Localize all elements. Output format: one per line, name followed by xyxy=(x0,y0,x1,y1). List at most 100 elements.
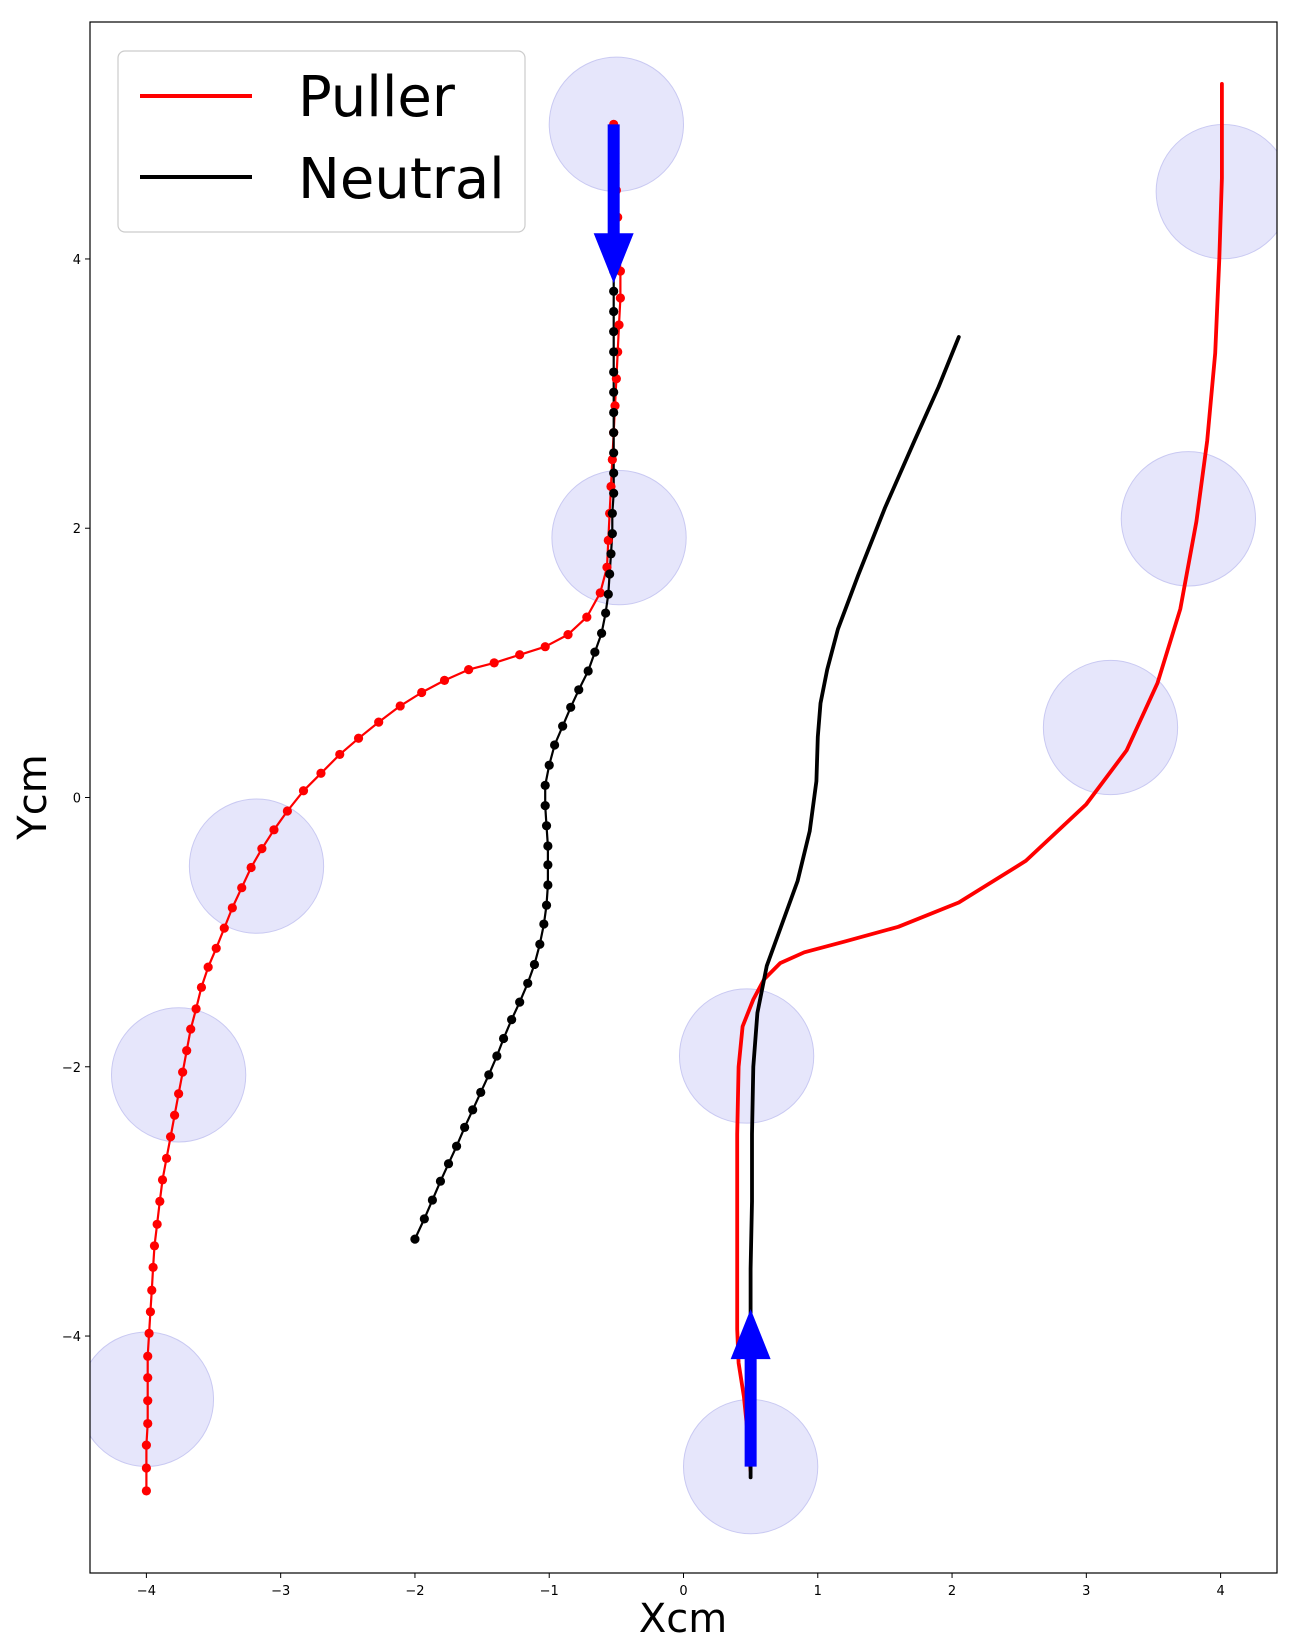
data-point xyxy=(161,1153,172,1163)
data-point xyxy=(427,1195,438,1205)
data-point xyxy=(543,880,553,890)
data-point xyxy=(143,1351,153,1361)
data-point xyxy=(609,347,619,357)
data-point xyxy=(492,1051,502,1061)
y-tick-label: −4 xyxy=(62,1330,81,1345)
data-point xyxy=(169,1110,180,1120)
data-point xyxy=(535,939,545,949)
data-point xyxy=(549,740,560,750)
data-point xyxy=(540,642,550,652)
data-point xyxy=(144,1328,154,1338)
trajectory-lines xyxy=(145,82,1224,1493)
x-tick-label: 4 xyxy=(1216,1584,1224,1599)
data-point xyxy=(540,800,550,811)
data-point xyxy=(596,628,607,638)
data-point xyxy=(489,658,499,668)
data-point xyxy=(246,862,256,873)
data-point xyxy=(609,327,619,337)
series-line xyxy=(748,335,961,1480)
data-point xyxy=(498,1033,509,1044)
x-axis-ticks: −4 −3 −2 −1 0 1 2 3 4 xyxy=(137,1573,1225,1599)
data-point xyxy=(410,1234,420,1244)
obstacle-circles xyxy=(90,56,1277,1535)
x-tick-label: −4 xyxy=(137,1584,156,1599)
data-point xyxy=(603,535,613,545)
data-point xyxy=(574,685,584,695)
data-point xyxy=(609,367,619,377)
data-point xyxy=(543,860,553,870)
data-point xyxy=(451,1141,462,1151)
data-point xyxy=(269,825,279,835)
y-tick-label: 2 xyxy=(73,522,81,537)
data-point xyxy=(395,701,405,711)
data-point xyxy=(157,1175,168,1185)
x-tick-label: 1 xyxy=(814,1584,822,1599)
data-point xyxy=(543,841,553,851)
data-point xyxy=(419,1214,429,1224)
obstacle-circle xyxy=(1120,451,1257,587)
data-point xyxy=(605,569,615,579)
data-point xyxy=(227,903,237,913)
y-tick-label: 4 xyxy=(73,253,81,268)
data-point xyxy=(141,1486,151,1496)
data-point xyxy=(460,1122,470,1132)
data-point xyxy=(468,1105,478,1115)
data-point xyxy=(186,1024,196,1034)
data-point xyxy=(298,786,309,796)
data-point xyxy=(484,1070,494,1080)
data-point xyxy=(237,883,247,893)
data-point xyxy=(211,943,221,953)
data-point xyxy=(609,407,619,418)
data-point xyxy=(609,306,619,317)
data-point xyxy=(443,1159,454,1169)
obstacle-circle xyxy=(551,470,687,606)
data-point xyxy=(609,468,619,478)
data-point xyxy=(155,1196,165,1207)
data-point xyxy=(558,721,568,731)
x-tick-label: −2 xyxy=(405,1584,424,1599)
data-point xyxy=(145,1307,156,1317)
data-point xyxy=(282,806,292,816)
obstacle-circle xyxy=(678,988,815,1124)
data-point xyxy=(541,821,552,831)
direction-arrow xyxy=(730,1309,771,1467)
data-point xyxy=(615,293,625,303)
obstacle-circle xyxy=(110,1007,247,1143)
series-line xyxy=(735,82,1224,1473)
data-point xyxy=(149,1241,160,1251)
data-point xyxy=(607,508,617,519)
legend-label-neutral: Neutral xyxy=(298,147,505,212)
data-point xyxy=(523,978,533,988)
data-point xyxy=(191,1004,201,1014)
data-point xyxy=(582,612,592,622)
data-point xyxy=(566,702,576,712)
data-point xyxy=(148,1262,158,1272)
data-point xyxy=(529,959,540,970)
data-point xyxy=(174,1089,184,1099)
data-point xyxy=(178,1067,188,1077)
data-point xyxy=(609,428,619,438)
data-point xyxy=(196,982,207,992)
x-axis-label: Xcm xyxy=(639,1596,727,1642)
legend-label-puller: Puller xyxy=(298,65,456,130)
data-point xyxy=(464,664,474,675)
x-tick-label: 3 xyxy=(1082,1584,1090,1599)
data-point xyxy=(583,666,593,676)
data-point xyxy=(601,608,611,618)
data-point xyxy=(590,647,600,657)
y-axis-ticks: −4 −2 0 2 4 xyxy=(62,253,90,1345)
data-point xyxy=(147,1285,157,1295)
data-point xyxy=(219,923,229,933)
data-point xyxy=(515,997,525,1007)
data-point xyxy=(476,1087,486,1097)
x-tick-label: 2 xyxy=(948,1584,956,1599)
trajectory-markers xyxy=(141,119,625,1496)
y-tick-label: −2 xyxy=(62,1061,81,1076)
x-tick-label: −1 xyxy=(540,1584,559,1599)
data-point xyxy=(257,844,267,854)
plot-frame xyxy=(89,21,1278,1574)
data-point xyxy=(609,286,619,296)
data-point xyxy=(541,900,552,910)
data-point xyxy=(515,650,525,660)
